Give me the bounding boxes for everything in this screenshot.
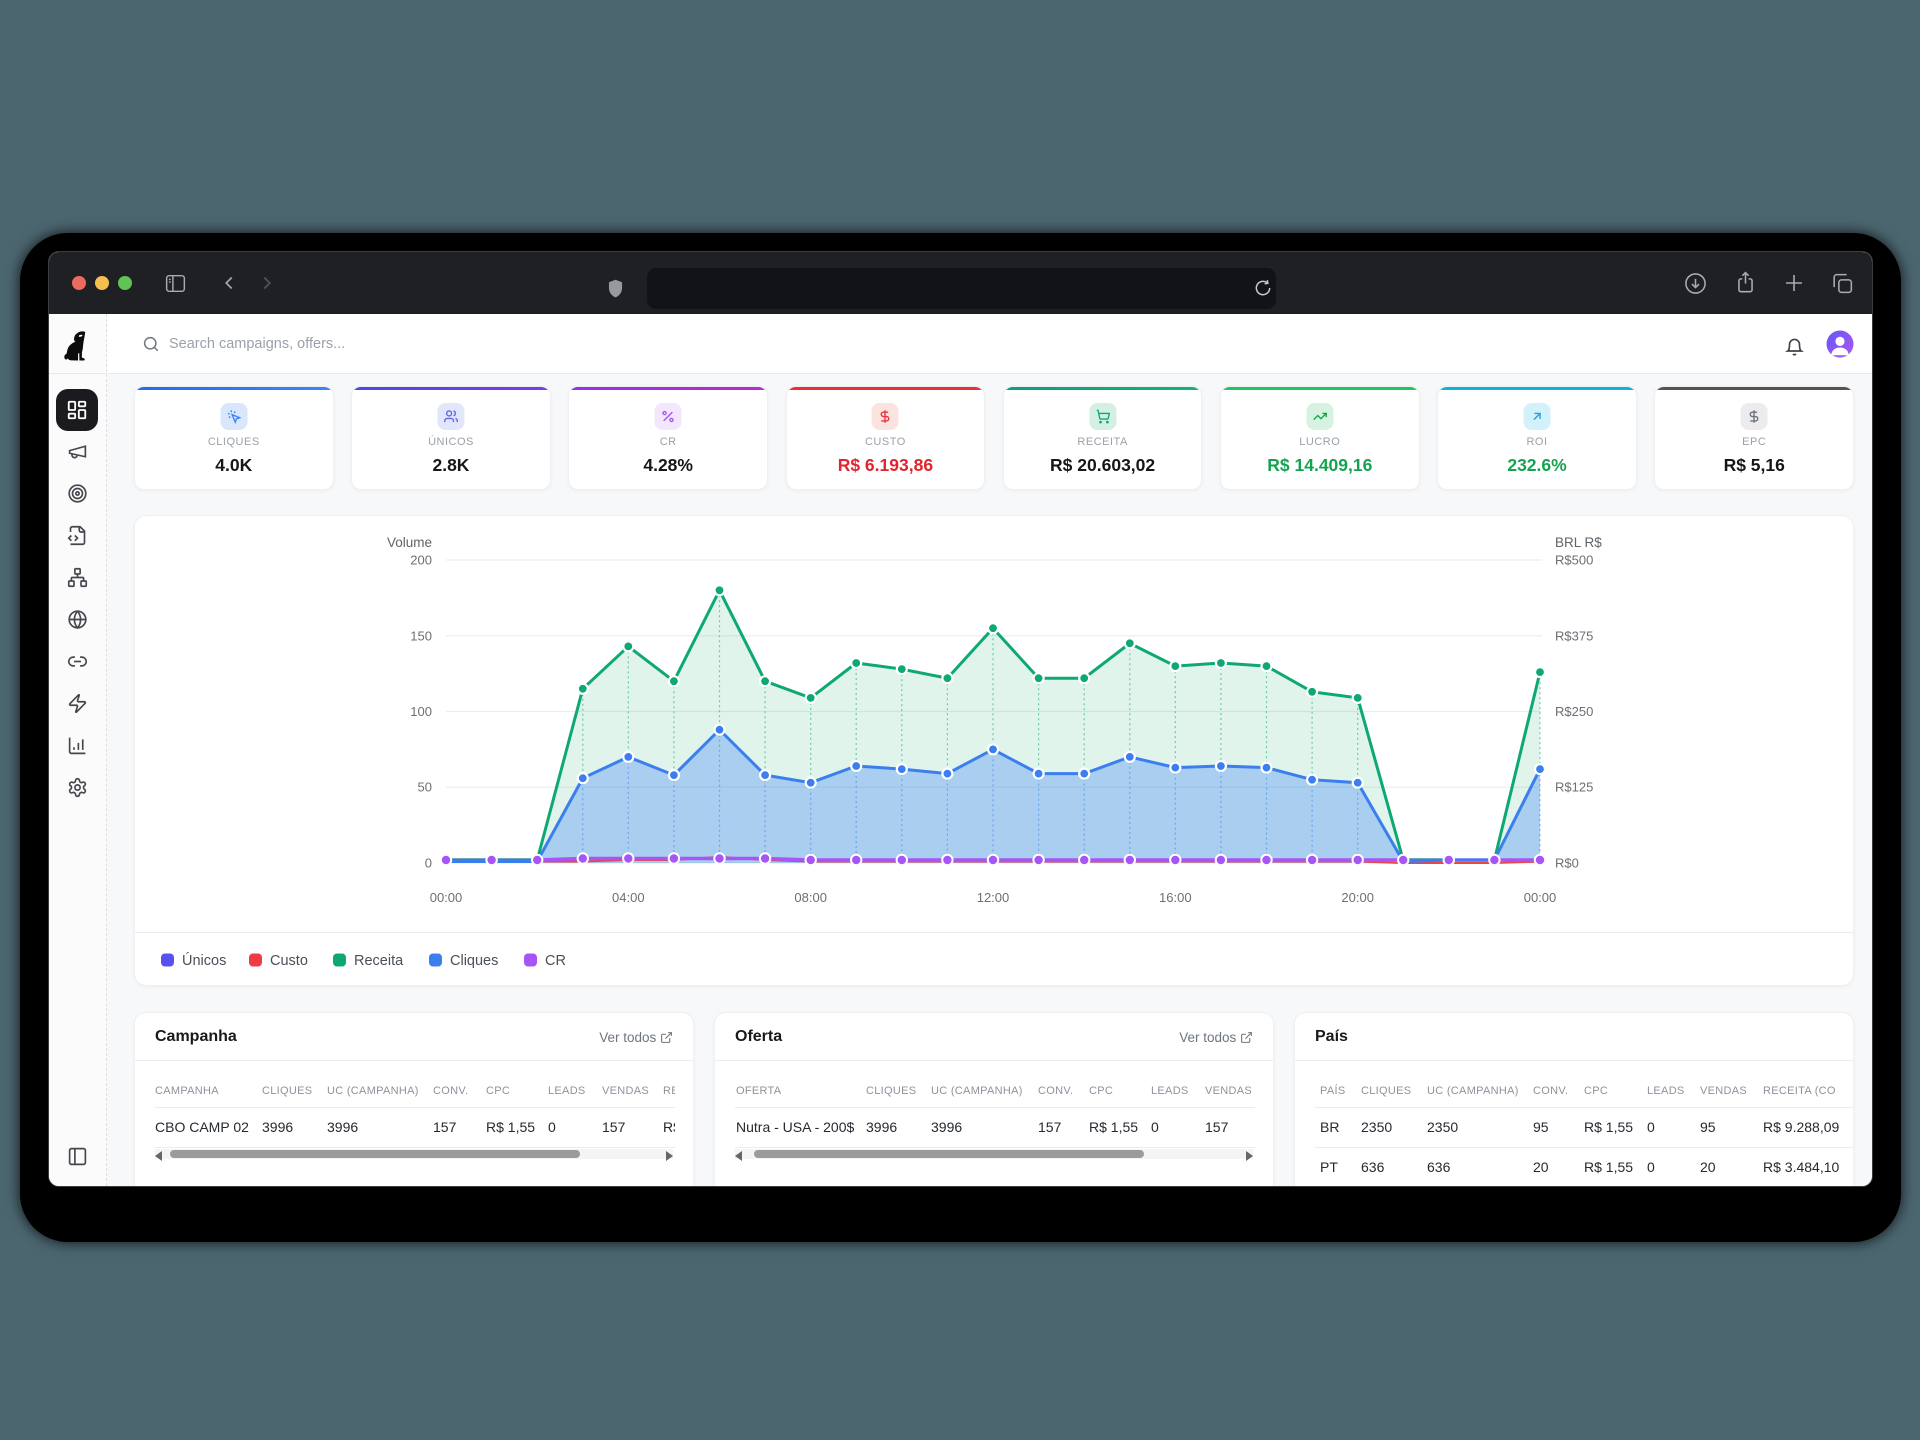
svg-text:04:00: 04:00 xyxy=(612,890,645,905)
svg-text:00:00: 00:00 xyxy=(430,890,463,905)
svg-text:R$375: R$375 xyxy=(1555,628,1593,643)
svg-text:Únicos: Únicos xyxy=(182,952,226,969)
svg-text:20:00: 20:00 xyxy=(1341,890,1374,905)
svg-text:R$125: R$125 xyxy=(1555,780,1593,795)
svg-text:150: 150 xyxy=(410,628,432,643)
svg-text:Cliques: Cliques xyxy=(450,953,498,969)
svg-text:0: 0 xyxy=(425,856,432,871)
svg-text:100: 100 xyxy=(410,704,432,719)
svg-text:R$0: R$0 xyxy=(1555,856,1579,871)
svg-text:08:00: 08:00 xyxy=(794,890,827,905)
svg-text:16:00: 16:00 xyxy=(1159,890,1192,905)
svg-text:Volume: Volume xyxy=(387,535,432,550)
svg-text:BRL R$: BRL R$ xyxy=(1555,535,1602,550)
svg-text:R$250: R$250 xyxy=(1555,704,1593,719)
svg-text:CR: CR xyxy=(545,953,566,969)
svg-text:00:00: 00:00 xyxy=(1524,890,1557,905)
svg-text:50: 50 xyxy=(418,780,432,795)
svg-text:R$500: R$500 xyxy=(1555,553,1593,568)
svg-text:Custo: Custo xyxy=(270,953,308,969)
svg-text:12:00: 12:00 xyxy=(977,890,1010,905)
svg-text:200: 200 xyxy=(410,553,432,568)
svg-text:Receita: Receita xyxy=(354,953,404,969)
